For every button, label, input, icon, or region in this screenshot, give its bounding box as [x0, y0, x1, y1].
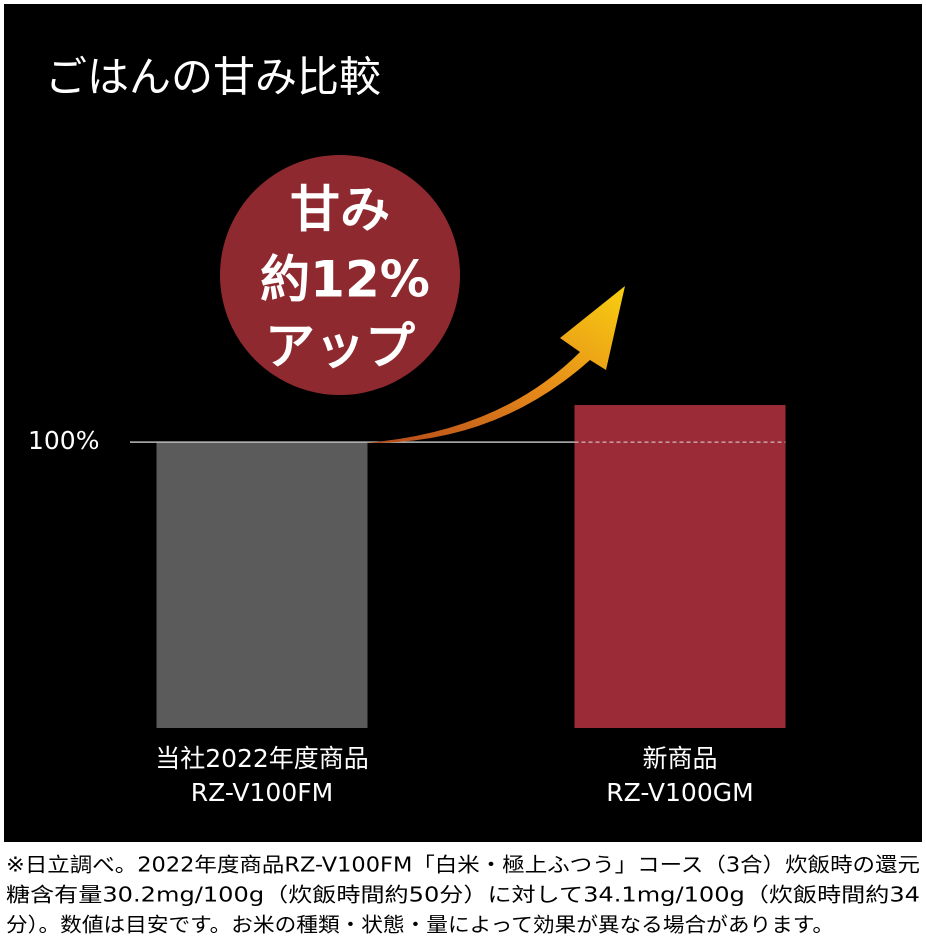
- bar: [156, 442, 368, 728]
- chart-title: ごはんの甘み比較: [45, 53, 381, 102]
- badge-text: 約12%: [260, 251, 430, 309]
- bar: [574, 405, 786, 728]
- arrow: [365, 286, 625, 444]
- y-tick-label: 100%: [28, 426, 99, 455]
- footnote: 分）。数値は目安です。お米の種類・状態・量によって効果が異なる場合があります。: [6, 913, 834, 937]
- x-tick-label: RZ-V100FM: [191, 778, 333, 807]
- badge-text: アップ: [265, 318, 415, 376]
- x-tick-label: RZ-V100GM: [606, 778, 753, 807]
- footnote: 糖含有量30.2mg/100g（炊飯時間約50分）に対して34.1mg/100g…: [6, 883, 920, 907]
- footnote: ※日立調べ。2022年度商品RZ-V100FM「白米・極上ふつう」コース（3合）…: [6, 853, 920, 877]
- badge-text: 甘み: [290, 181, 390, 239]
- x-tick-label: 当社2022年度商品: [155, 744, 369, 773]
- x-tick-label: 新商品: [642, 744, 717, 773]
- badge: [220, 155, 460, 395]
